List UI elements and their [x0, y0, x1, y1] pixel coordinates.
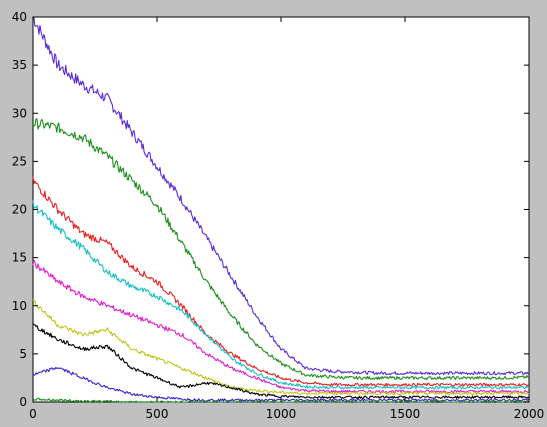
plot-area — [32, 16, 530, 403]
x-tick-label: 500 — [146, 407, 169, 421]
series-line-6 — [32, 299, 530, 396]
series-line-1 — [32, 16, 530, 376]
x-tick-label: 1000 — [266, 407, 297, 421]
y-tick-label: 20 — [12, 203, 27, 217]
series-line-3 — [32, 176, 530, 387]
y-tick-label: 40 — [12, 10, 27, 24]
x-tick-label: 2000 — [514, 407, 545, 421]
tick-layer: 0 500 1000 1500 2000 0 5 10 15 20 25 30 35 40 — [12, 10, 545, 421]
series-line-2 — [32, 118, 530, 380]
series-line-4 — [32, 200, 530, 390]
y-tick-label: 5 — [19, 347, 27, 361]
y-tick-label: 10 — [12, 299, 27, 313]
y-tick-label: 35 — [12, 58, 27, 72]
x-tick-label: 0 — [29, 407, 37, 421]
y-tick-label: 0 — [19, 395, 27, 409]
x-tick-label: 1500 — [390, 407, 421, 421]
y-tick-label: 25 — [12, 154, 27, 168]
y-tick-label: 15 — [12, 251, 27, 265]
y-tick-label: 30 — [12, 106, 27, 120]
